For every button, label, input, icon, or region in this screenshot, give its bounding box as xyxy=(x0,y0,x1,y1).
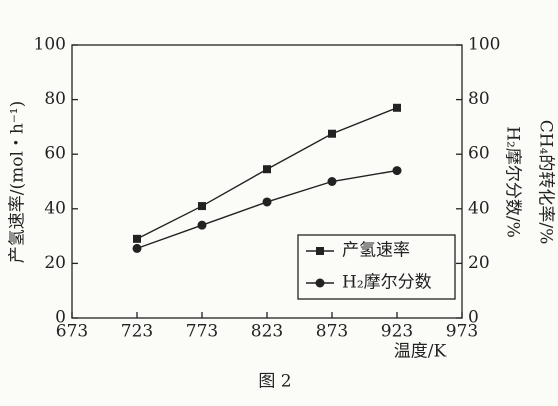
point xyxy=(263,165,271,174)
point xyxy=(132,243,142,253)
y-tick-label: 20 xyxy=(44,253,66,273)
caption: 图 2 xyxy=(258,372,291,392)
y2-tick-label: 40 xyxy=(468,198,490,218)
y-tick-label: 80 xyxy=(44,89,66,109)
series-line xyxy=(136,169,398,250)
x-tick-label: 873 xyxy=(316,322,348,342)
x-tick-label: 923 xyxy=(381,322,413,342)
series-line xyxy=(136,107,398,240)
y2-tick-label: 60 xyxy=(468,144,490,164)
y2-tick-label: 100 xyxy=(468,35,500,55)
x-tick-label: 673 xyxy=(56,322,88,342)
point xyxy=(198,202,206,211)
point xyxy=(327,177,337,186)
y-axis-label: 产氢速率/(mol・h⁻¹) xyxy=(8,101,28,264)
legend-label: 产氢速率 xyxy=(342,241,410,261)
point xyxy=(328,129,336,138)
y-tick-label: 100 xyxy=(34,35,66,55)
point xyxy=(262,197,272,207)
y2-tick-label: 20 xyxy=(468,253,490,273)
point xyxy=(392,166,402,176)
y-tick-label: 60 xyxy=(44,144,66,164)
legend-marker xyxy=(315,278,325,288)
y2-tick-label: 80 xyxy=(468,89,490,109)
x-axis-label: 温度/K xyxy=(394,342,447,362)
y2-tick-label: 0 xyxy=(468,308,479,328)
x-tick-label: 823 xyxy=(251,322,283,342)
y2-axis-label: H₂摩尔分数/% xyxy=(503,126,523,238)
point xyxy=(393,103,401,112)
y-tick-label: 0 xyxy=(55,308,66,328)
point xyxy=(197,220,207,230)
y2-axis-label: CH₄的转化率/% xyxy=(536,120,556,245)
x-tick-label: 973 xyxy=(446,322,478,342)
y-tick-label: 40 xyxy=(44,198,66,218)
point xyxy=(133,234,141,243)
legend-box xyxy=(297,234,456,300)
legend-marker xyxy=(316,247,324,255)
x-tick-label: 773 xyxy=(186,322,218,342)
x-tick-label: 723 xyxy=(121,322,153,342)
legend-label: H₂摩尔分数 xyxy=(342,273,432,293)
